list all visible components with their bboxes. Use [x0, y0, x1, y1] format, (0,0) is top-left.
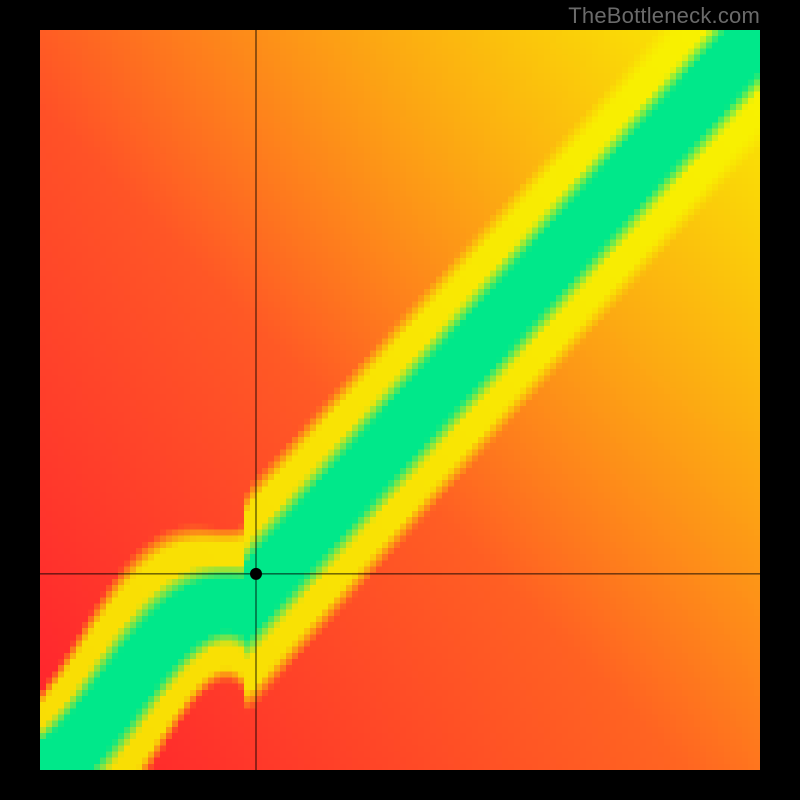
watermark-text: TheBottleneck.com [568, 3, 760, 29]
heatmap-canvas [40, 30, 760, 770]
chart-container: TheBottleneck.com [0, 0, 800, 800]
plot-area [40, 30, 760, 770]
